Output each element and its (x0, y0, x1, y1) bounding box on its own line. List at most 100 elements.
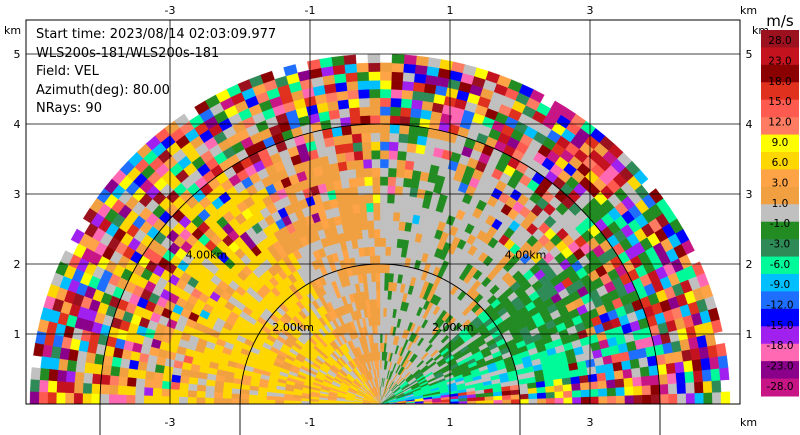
velocity-cell (367, 62, 381, 72)
velocity-cell (379, 106, 391, 116)
x-tick-label-top: -3 (165, 4, 176, 17)
velocity-cell (162, 373, 173, 383)
velocity-cell (379, 360, 382, 370)
velocity-cell (379, 115, 391, 125)
velocity-cell (370, 150, 381, 160)
velocity-cell (536, 392, 547, 399)
velocity-cell (73, 393, 83, 404)
velocity-cell (29, 391, 40, 404)
velocity-cell (648, 364, 659, 376)
velocity-cell (510, 398, 521, 404)
velocity-cell (502, 399, 512, 404)
velocity-cell (379, 246, 386, 256)
velocity-cell (580, 389, 591, 398)
velocity-cell (358, 203, 367, 213)
velocity-cell (33, 342, 45, 357)
velocity-cell (222, 392, 232, 400)
velocity-cell (379, 71, 392, 81)
velocity-cell (379, 333, 383, 343)
velocity-cell (38, 379, 49, 393)
velocity-cell (117, 376, 128, 387)
velocity-cell (638, 356, 649, 368)
velocity-cell (379, 281, 385, 291)
velocity-cell (340, 125, 352, 136)
velocity-cell (650, 384, 661, 395)
velocity-cell (709, 356, 720, 370)
velocity-cell (239, 398, 250, 404)
velocity-cell (56, 369, 67, 383)
velocity-cell (361, 141, 372, 152)
velocity-cell (519, 398, 529, 404)
velocity-cell (712, 391, 722, 404)
velocity-cell (719, 367, 730, 381)
velocity-cell (403, 54, 417, 65)
velocity-cell (379, 158, 389, 169)
velocity-cell (357, 194, 367, 205)
velocity-cell (335, 152, 347, 163)
velocity-cell (143, 387, 154, 397)
velocity-cell (391, 54, 405, 64)
velocity-cell (379, 307, 384, 317)
velocity-cell (720, 391, 731, 404)
velocity-cell (362, 150, 372, 160)
y-tick-label-right: 5 (746, 48, 753, 61)
x-tick-label-bottom: -3 (165, 416, 176, 429)
velocity-cell (163, 365, 174, 375)
velocity-cell (222, 398, 232, 404)
colorbar-tick-label: -1.0 (770, 218, 791, 230)
velocity-cell (605, 370, 616, 381)
velocity-cell (352, 141, 363, 152)
colorbar-tick-label: 23.0 (768, 56, 791, 68)
velocity-cell (154, 364, 165, 374)
km-unit-label: km (740, 4, 757, 17)
velocity-cell (545, 391, 556, 399)
velocity-cell (361, 229, 369, 239)
velocity-cell (414, 64, 428, 75)
colorbar-tick-label: 9.0 (772, 137, 789, 149)
velocity-cell (379, 316, 384, 326)
velocity-cell (386, 211, 394, 221)
velocity-cell (119, 358, 131, 369)
velocity-cell (649, 374, 660, 386)
velocity-cell (40, 356, 51, 370)
velocity-cell (204, 397, 215, 404)
velocity-cell (642, 394, 652, 404)
velocity-cell (355, 62, 369, 73)
velocity-cell (388, 150, 398, 160)
x-tick-label-bottom: -1 (305, 416, 316, 429)
velocity-cell (613, 369, 624, 380)
velocity-cell (83, 372, 94, 385)
velocity-cell (108, 384, 119, 396)
velocity-cell (614, 378, 625, 388)
velocity-cell (579, 381, 590, 391)
velocity-cell (214, 380, 225, 388)
velocity-cell (579, 374, 590, 384)
y-tick-label-right: 1 (746, 328, 753, 341)
velocity-cell (411, 169, 422, 181)
velocity-cell (390, 97, 402, 108)
velocity-cell (379, 272, 385, 282)
velocity-cell (407, 134, 418, 145)
velocity-cell (74, 371, 85, 384)
nrays-label: NRays: 90 (36, 101, 102, 116)
velocity-cell (388, 132, 400, 143)
velocity-cell (409, 107, 422, 119)
velocity-cell (335, 90, 349, 101)
velocity-cell (360, 123, 371, 134)
colorbar-tick-label: -6.0 (770, 259, 791, 271)
velocity-cell (346, 168, 357, 179)
velocity-cell (624, 394, 634, 404)
velocity-cell (358, 97, 370, 108)
velocity-cell (386, 193, 395, 204)
velocity-cell (475, 400, 486, 404)
velocity-cell (196, 384, 207, 393)
velocity-cell (629, 358, 641, 369)
velocity-cell (363, 167, 373, 178)
velocity-cell (371, 176, 381, 186)
velocity-cell (715, 342, 727, 357)
velocity-cell (379, 193, 388, 204)
velocity-cell (685, 381, 696, 394)
velocity-cell (379, 88, 392, 99)
x-tick-label-top: -1 (305, 4, 316, 17)
velocity-cell (360, 132, 372, 143)
